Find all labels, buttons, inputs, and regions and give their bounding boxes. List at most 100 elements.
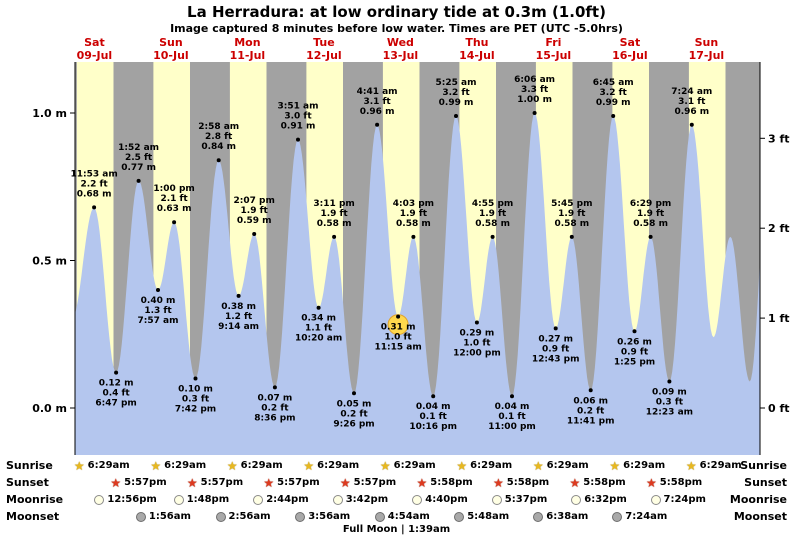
moonrise-time: 12:56pm xyxy=(107,494,157,505)
sunset-item: ★ 5:57pm xyxy=(263,476,319,489)
moonrise-item: 1:48pm xyxy=(173,493,229,506)
moonset-icon xyxy=(374,511,385,522)
tide-annotation-line: 0.38 m xyxy=(221,302,256,312)
tide-annotation-line: 0.99 m xyxy=(596,98,631,108)
day-label-date: 14-Jul xyxy=(459,49,495,62)
sunrise-item: ★ 6:29am xyxy=(609,459,665,472)
tide-point-dot xyxy=(532,111,537,115)
tide-annotation-line: 4:41 am xyxy=(357,87,398,97)
tide-annotation-line: 0.58 m xyxy=(396,219,431,229)
tide-annotation-line: 1.1 ft xyxy=(305,324,333,334)
tide-annotation-line: 0.9 ft xyxy=(542,344,570,354)
day-label-date: 17-Jul xyxy=(689,49,725,62)
tide-point-dot xyxy=(411,234,416,239)
sunset-icon: ★ xyxy=(416,475,428,490)
tide-annotation-line: 1.0 ft xyxy=(384,333,412,343)
full-moon-label: Full Moon | 1:39am xyxy=(342,524,451,535)
tide-annotation-line: 2:58 am xyxy=(198,122,239,132)
tide-point-dot xyxy=(569,234,574,239)
tide-annotation-line: 0.84 m xyxy=(201,142,236,152)
moonrise-icon xyxy=(491,494,502,505)
moonset-item: 5:48am xyxy=(454,510,509,523)
tide-point-dot xyxy=(236,293,241,298)
tide-annotation-line: 0.58 m xyxy=(633,219,668,229)
moonrise-icon xyxy=(94,494,105,505)
tide-annotation-line: 2.2 ft xyxy=(80,179,108,189)
sunrise-time: 6:29am xyxy=(87,460,130,471)
sunrise-time: 6:29am xyxy=(470,460,513,471)
sunset-row-label-left: Sunset xyxy=(6,476,49,489)
page-title: La Herradura: at low ordinary tide at 0.… xyxy=(187,3,606,21)
tide-annotation-line: 7:57 am xyxy=(138,316,179,326)
tide-annotations: 11:53 am2.2 ft0.68 m 0.12 m0.4 ft6:47 pm 1… xyxy=(70,75,712,432)
right-axis-tick-label: 0 ft xyxy=(768,402,790,415)
moonset-item: 2:56am xyxy=(215,510,271,523)
sunset-icon: ★ xyxy=(263,475,275,490)
day-label-dow: Thu xyxy=(465,36,488,49)
day-label-dow: Fri xyxy=(545,36,561,49)
moonset-time: 4:54am xyxy=(387,511,430,522)
moonset-time: 5:48am xyxy=(467,511,510,522)
moonrise-icon xyxy=(173,494,184,505)
tide-annotation-line: 0.9 ft xyxy=(621,347,649,357)
tide-annotation-line: 1.9 ft xyxy=(241,206,269,216)
sunset-item: ★ 5:57pm xyxy=(340,476,396,489)
tide-annotation-line: 10:16 pm xyxy=(409,422,457,432)
tide-annotation-line: 0.3 ft xyxy=(182,395,210,405)
tide-annotation-line: 0.09 m xyxy=(652,388,687,398)
right-axis: 3 ft 2 ft 1 ft 0 ft xyxy=(759,62,790,455)
sunrise-icon: ★ xyxy=(532,458,544,473)
day-label-dow: Sat xyxy=(620,36,641,49)
moonset-item: 6:38am xyxy=(533,510,588,523)
tide-annotation-line: 4:55 pm xyxy=(472,199,513,209)
sunrise-icon: ★ xyxy=(609,458,621,473)
tide-annotation-line: 0.77 m xyxy=(121,163,156,173)
tide-annotation-line: 6:29 pm xyxy=(630,199,671,209)
tide-annotation-line: 0.04 m xyxy=(416,402,451,412)
tide-annotation-line: 3.1 ft xyxy=(363,97,391,107)
sunrise-item: ★ 6:29am xyxy=(74,459,130,472)
tide-point-dot xyxy=(332,234,337,239)
sunrise-item: ★ 6:29am xyxy=(150,459,206,472)
sunset-icon: ★ xyxy=(646,475,657,490)
sunset-time: 5:57pm xyxy=(200,477,244,488)
moonrise-icon xyxy=(253,494,264,505)
tide-annotation-line: 0.2 ft xyxy=(261,403,289,413)
day-label-dow: Sun xyxy=(695,36,719,49)
tide-annotation-line: 2.8 ft xyxy=(205,132,233,142)
day-label-dow: Wed xyxy=(387,36,414,49)
sunset-time: 5:58pm xyxy=(659,477,703,488)
tide-annotation-line: 0.63 m xyxy=(157,204,192,214)
tide-point-dot xyxy=(375,122,380,127)
tide-point-dot xyxy=(396,314,401,319)
moonrise-row-label-left: Moonrise xyxy=(6,493,64,506)
moonset-icon xyxy=(533,511,544,522)
tide-annotation-line: 0.58 m xyxy=(317,219,352,229)
day-label-date: 13-Jul xyxy=(383,49,419,62)
moonrise-item: 5:37pm xyxy=(491,493,547,506)
tide-point-dot xyxy=(611,114,616,118)
moonset-icon xyxy=(295,511,306,522)
tide-annotation-line: 12:43 pm xyxy=(532,354,580,364)
tide-annotation-line: 0.05 m xyxy=(337,399,372,409)
sunrise-item: ★ 6:29am xyxy=(303,459,359,472)
moonrise-icon xyxy=(650,494,661,505)
right-axis-tick-label: 3 ft xyxy=(768,132,790,145)
tide-annotation-line: 4:03 pm xyxy=(393,199,434,209)
sunrise-item: ★ 6:29am xyxy=(533,459,589,472)
tide-annotation-line: 7:24 am xyxy=(671,87,712,97)
tide-annotation-line: 0.34 m xyxy=(301,314,336,324)
tide-point-dot xyxy=(316,305,321,310)
moonset-time: 1:56am xyxy=(148,511,191,522)
sunset-item: ★ 5:58pm xyxy=(417,476,473,489)
sunrise-row-label-left: Sunrise xyxy=(6,459,53,472)
moonset-item: 1:56am xyxy=(135,510,191,523)
tide-annotation-line: 0.40 m xyxy=(141,296,176,306)
sunset-time: 5:58pm xyxy=(430,477,473,488)
tide-annotation-line: 0.91 m xyxy=(281,122,316,132)
tide-annotation-line: 0.59 m xyxy=(237,216,272,226)
moonrise-item: 12:56pm xyxy=(94,493,157,506)
moonset-item: 4:54am xyxy=(374,510,430,523)
tide-annotation-line: 0.2 ft xyxy=(340,409,368,419)
tide-annotation-line: 3.1 ft xyxy=(678,97,706,107)
